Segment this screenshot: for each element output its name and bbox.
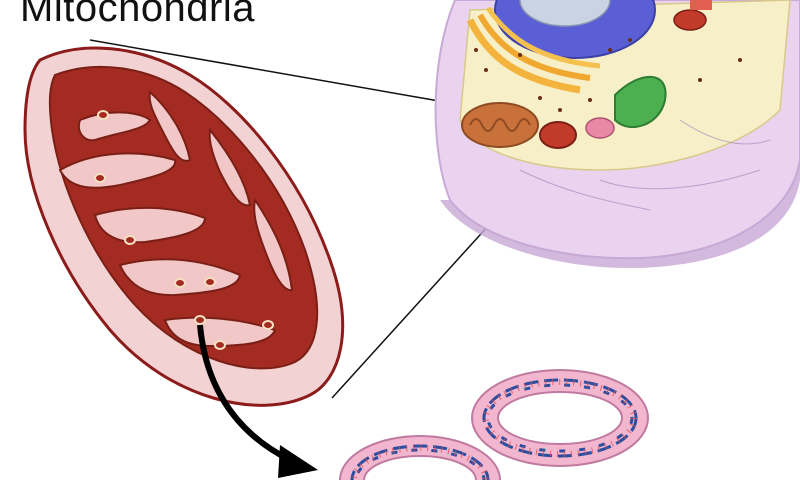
cell-mito-1-cristae: [469, 118, 531, 132]
dna-basepairs: [483, 379, 637, 457]
mito-granules: [94, 110, 274, 350]
cell-red-block: [690, 0, 712, 10]
arrow-shaft: [197, 324, 292, 463]
dna-strand-a: [482, 378, 638, 458]
arrow-head: [278, 445, 318, 478]
mitochondrion-cross-section: [23, 46, 345, 407]
cell-ribosome-dots: [474, 38, 742, 112]
golgi-band-1: [466, 18, 581, 94]
dna-ring-top: [471, 369, 649, 467]
cell-red-organelle: [673, 9, 707, 31]
cell-green-organelle: [614, 75, 667, 129]
golgi-band-3: [485, 6, 601, 69]
dna-strand-c: [350, 444, 490, 480]
cell-fibers: [519, 119, 771, 211]
cell-mito-target: [539, 121, 577, 149]
curved-arrow: [197, 324, 318, 478]
diagram-title: Mitochondria: [20, 0, 256, 30]
cell-pink-organelle: [585, 117, 615, 139]
dna-ring-bottom: [339, 435, 501, 480]
cell-mito-1: [461, 102, 539, 148]
nucleolus: [519, 0, 611, 27]
mito-cristae: [58, 90, 294, 348]
cell-illustration: [434, 0, 800, 269]
